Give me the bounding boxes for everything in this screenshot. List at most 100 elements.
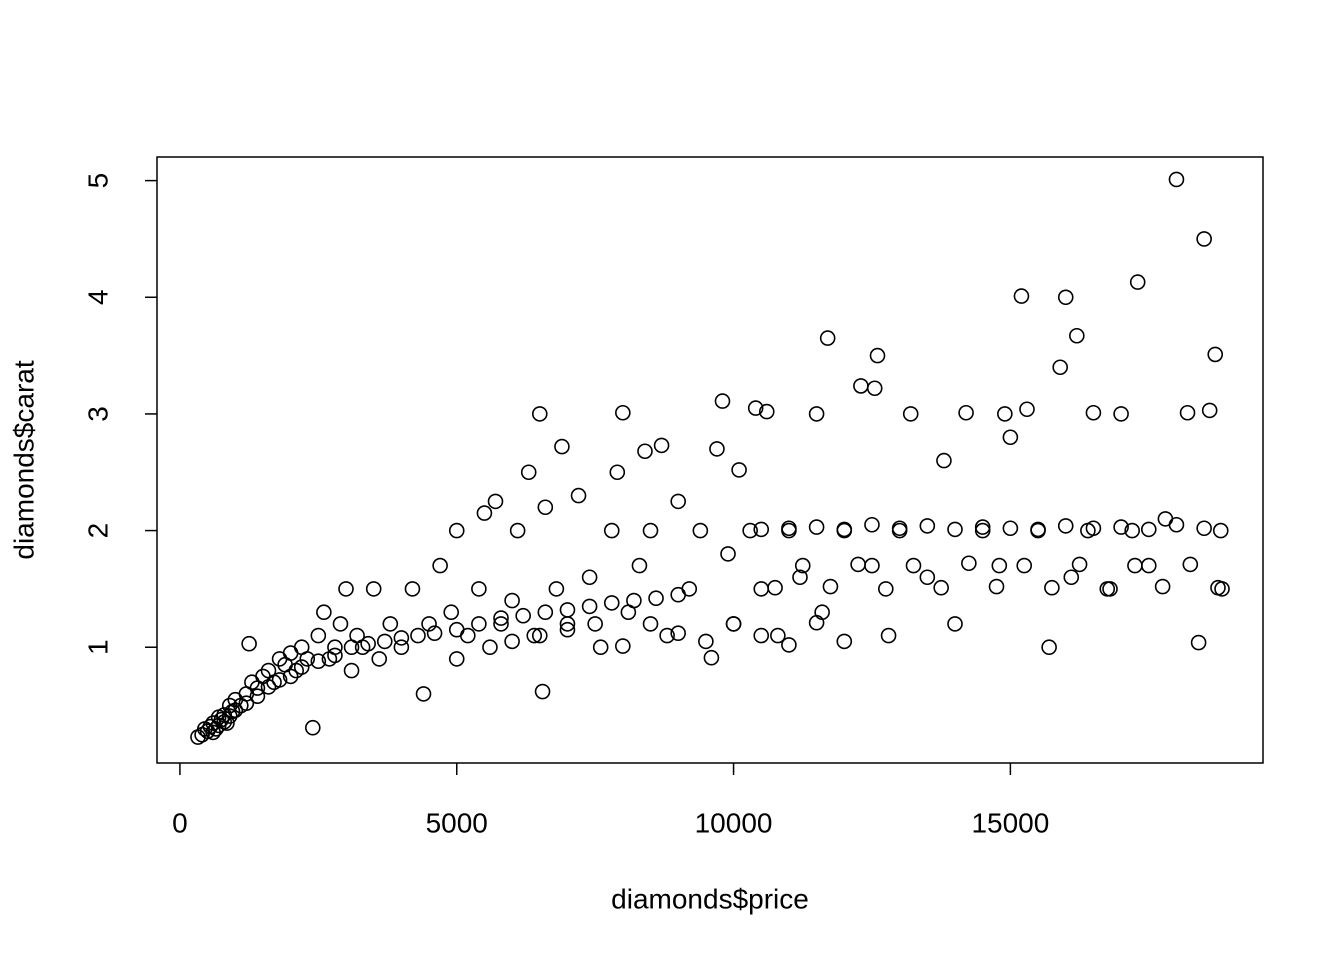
point <box>410 627 426 644</box>
point <box>1127 557 1143 574</box>
point <box>520 464 537 481</box>
point <box>404 581 421 597</box>
y-tick-label: 2 <box>82 523 113 539</box>
point <box>504 633 520 650</box>
point <box>482 639 498 656</box>
point <box>609 464 626 481</box>
point <box>299 651 316 667</box>
x-axis-title: diamonds$price <box>611 883 809 914</box>
point <box>670 586 686 603</box>
point <box>615 404 631 421</box>
point <box>1057 289 1074 306</box>
point <box>293 659 310 675</box>
point <box>1168 516 1185 533</box>
point <box>905 557 922 574</box>
point <box>1019 401 1035 418</box>
point <box>1212 522 1229 539</box>
point <box>653 437 670 454</box>
point <box>249 688 266 705</box>
point <box>310 627 327 644</box>
point <box>343 662 360 679</box>
point <box>1196 520 1212 537</box>
point <box>864 557 880 574</box>
point <box>958 404 974 421</box>
point <box>880 627 897 644</box>
point <box>1052 359 1069 376</box>
point <box>471 581 487 597</box>
point <box>770 627 786 644</box>
point <box>448 651 465 667</box>
point <box>1071 556 1088 573</box>
point <box>626 592 642 609</box>
point <box>974 519 991 535</box>
point <box>648 590 664 607</box>
point <box>376 633 393 650</box>
x-tick-label: 5000 <box>426 807 488 838</box>
point <box>1002 520 1019 537</box>
point <box>559 621 576 638</box>
point <box>947 521 963 538</box>
point <box>758 403 775 420</box>
point <box>670 625 686 642</box>
point <box>615 638 631 654</box>
point <box>864 516 880 533</box>
point <box>548 581 565 597</box>
point <box>1182 556 1199 573</box>
point <box>919 518 936 534</box>
point <box>1016 557 1033 574</box>
point <box>448 522 465 539</box>
point <box>1124 522 1140 539</box>
point <box>310 653 327 670</box>
point <box>426 625 443 642</box>
point <box>878 581 894 597</box>
point <box>947 616 963 632</box>
point <box>271 672 288 688</box>
point <box>443 604 460 621</box>
point <box>1154 578 1171 595</box>
point <box>559 602 576 618</box>
y-tick-label: 4 <box>82 289 113 305</box>
point <box>1013 288 1030 304</box>
point <box>692 522 709 539</box>
y-tick-label: 1 <box>82 639 113 655</box>
point <box>304 719 321 736</box>
point <box>853 378 869 394</box>
point <box>534 683 551 700</box>
point <box>919 569 936 586</box>
point <box>1168 171 1185 188</box>
y-tick-label: 5 <box>82 173 113 189</box>
point <box>365 581 382 597</box>
point <box>902 406 919 422</box>
point <box>1113 406 1129 422</box>
point <box>997 406 1013 422</box>
point <box>659 627 675 644</box>
point <box>493 610 509 626</box>
point <box>866 380 883 397</box>
point <box>1113 519 1129 535</box>
y-tick-label: 3 <box>82 406 113 422</box>
point <box>592 639 609 656</box>
point <box>531 627 548 644</box>
point <box>1002 429 1019 446</box>
point <box>714 393 731 409</box>
point <box>891 520 908 537</box>
point <box>767 579 783 596</box>
point <box>537 499 554 516</box>
point <box>382 616 399 632</box>
point <box>360 635 376 652</box>
point <box>1210 579 1226 596</box>
point <box>1140 521 1157 538</box>
point <box>504 592 520 609</box>
point <box>631 557 648 574</box>
plot-frame <box>156 156 1264 764</box>
point <box>1207 346 1224 363</box>
point <box>221 708 238 724</box>
point <box>819 330 836 346</box>
point <box>238 695 255 712</box>
point <box>260 679 277 695</box>
point <box>822 578 839 595</box>
point <box>415 686 432 702</box>
point <box>742 522 758 539</box>
point <box>471 616 487 632</box>
point <box>642 522 659 539</box>
